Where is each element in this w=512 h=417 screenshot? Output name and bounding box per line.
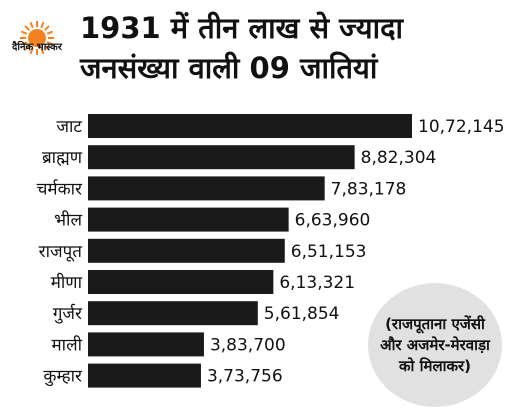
sun-ray xyxy=(29,47,34,55)
value-label: 3,83,700 xyxy=(210,335,286,355)
category-label: गुर्जर xyxy=(53,303,83,324)
bar xyxy=(88,332,204,357)
footnote-text: (राजपूताना एजेंसी और अजमेर-मेरवाड़ा को म… xyxy=(380,314,490,375)
category-label: राजपूत xyxy=(39,242,83,262)
category-label: ब्राह्मण xyxy=(42,148,83,168)
bar xyxy=(88,363,201,388)
sun-ray xyxy=(40,21,45,29)
chart-title: 1931 में तीन लाख से ज्यादा जनसंख्या वाली… xyxy=(80,11,404,85)
sun-ray xyxy=(29,21,34,29)
sun-ray xyxy=(20,41,28,46)
value-label: 6,63,960 xyxy=(295,211,371,231)
bar xyxy=(88,238,285,263)
category-label: माली xyxy=(52,334,83,355)
value-label: 7,83,178 xyxy=(331,179,407,199)
value-label: 10,72,145 xyxy=(418,117,505,137)
bar xyxy=(88,301,258,326)
sun-ray xyxy=(24,25,30,31)
value-label: 6,51,153 xyxy=(291,242,367,262)
dainik-bhaskar-logo: दैनिक भास्कर xyxy=(8,14,66,72)
sun-ray xyxy=(44,45,50,51)
bar xyxy=(88,270,274,294)
value-label: 6,13,321 xyxy=(279,273,355,293)
category-label: कुम्हार xyxy=(43,367,83,387)
bar xyxy=(88,145,355,170)
sun-logo-icon xyxy=(20,21,54,55)
sun-ray xyxy=(46,30,54,35)
category-label: चर्मकार xyxy=(37,178,83,199)
bar xyxy=(88,176,325,201)
value-label: 5,61,854 xyxy=(264,304,340,324)
sun-ray xyxy=(40,47,45,55)
sun-ray xyxy=(20,30,28,35)
category-label: मीणा xyxy=(51,272,83,293)
category-label: भील xyxy=(54,210,82,231)
logo-text: दैनिक भास्कर xyxy=(12,42,62,53)
bar xyxy=(88,114,412,138)
category-label: जाट xyxy=(56,117,82,137)
value-label: 8,82,304 xyxy=(361,148,437,168)
footnote-circle: (राजपूताना एजेंसी और अजमेर-मेरवाड़ा को म… xyxy=(368,283,502,407)
value-label: 3,73,756 xyxy=(207,367,283,387)
sun-ray xyxy=(44,25,50,31)
sun-ray xyxy=(24,45,30,51)
sun-ray xyxy=(46,41,54,46)
bar xyxy=(88,207,289,232)
